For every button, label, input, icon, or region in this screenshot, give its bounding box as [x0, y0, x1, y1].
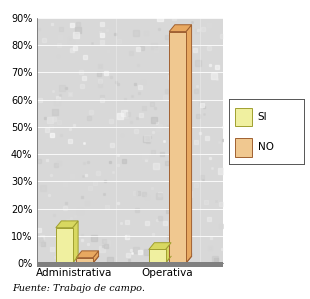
Polygon shape: [93, 251, 99, 263]
Polygon shape: [73, 221, 78, 263]
Text: NO: NO: [258, 142, 274, 152]
Bar: [235, 138, 252, 157]
Text: Fuente: Trabajo de campo.: Fuente: Trabajo de campo.: [12, 284, 145, 293]
Polygon shape: [166, 243, 171, 263]
Polygon shape: [76, 251, 99, 258]
Bar: [56, 228, 73, 263]
Polygon shape: [56, 221, 78, 228]
Bar: [235, 108, 252, 126]
Polygon shape: [149, 243, 171, 249]
Bar: [169, 32, 186, 263]
Polygon shape: [169, 25, 192, 32]
Bar: [76, 258, 93, 263]
Polygon shape: [186, 25, 192, 263]
Bar: [37, 262, 223, 267]
Text: SI: SI: [258, 112, 267, 122]
Bar: [149, 249, 166, 263]
